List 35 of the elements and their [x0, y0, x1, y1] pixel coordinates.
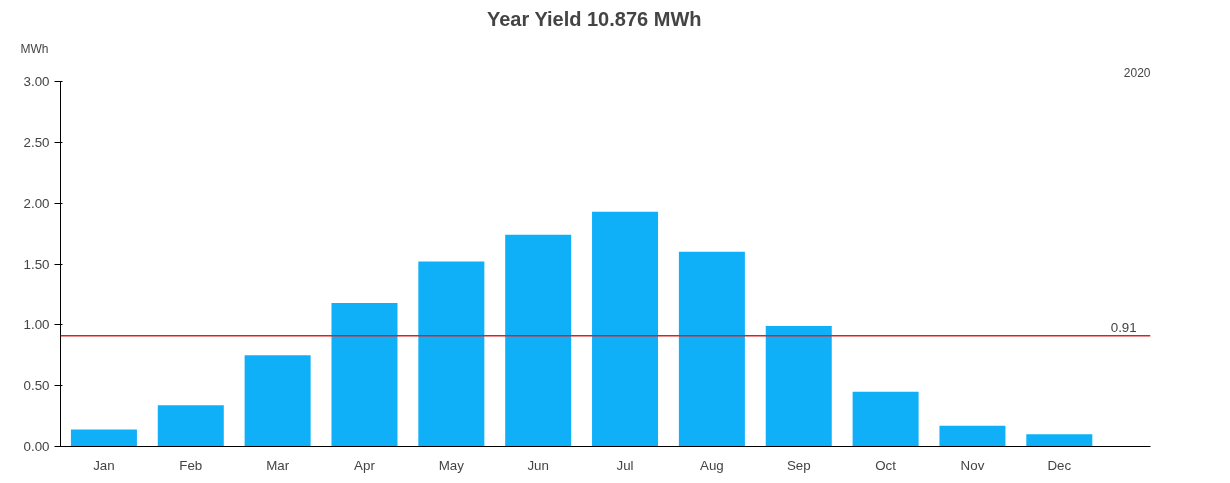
- y-tick-label: 2.50: [23, 134, 50, 150]
- bar: [1026, 434, 1093, 447]
- y-tick-label: 1.00: [23, 317, 50, 333]
- bar: [244, 355, 311, 447]
- y-axis-title: MWh: [20, 41, 49, 56]
- x-tick-label: Aug: [700, 457, 724, 473]
- x-tick-label: Mar: [266, 457, 290, 473]
- bar: [331, 302, 398, 447]
- x-tick-label: Jul: [616, 457, 634, 473]
- x-tick-label: Jan: [93, 457, 115, 473]
- bar: [852, 391, 919, 447]
- y-tick-label: 3.00: [23, 74, 50, 89]
- x-tick-label: Jun: [527, 457, 549, 473]
- bar: [418, 261, 485, 447]
- bar: [765, 326, 832, 447]
- bar: [157, 405, 224, 447]
- bar: [939, 425, 1006, 447]
- x-tick-label: Feb: [179, 457, 203, 473]
- y-tick-label: 1.50: [23, 256, 50, 272]
- x-tick-label: Nov: [960, 457, 985, 473]
- y-tick-label: 0.00: [23, 439, 50, 454]
- bar: [505, 234, 572, 447]
- x-tick-label: Apr: [354, 457, 376, 473]
- x-tick-label: Oct: [875, 457, 897, 473]
- chart-title: Year Yield 10.876 MWh: [486, 7, 702, 30]
- bar: [678, 251, 745, 447]
- y-tick-label: 2.00: [23, 195, 50, 211]
- text: 2020: [1123, 65, 1151, 80]
- bar: [70, 429, 137, 447]
- y-tick-label: 0.50: [23, 378, 50, 394]
- x-tick-label: Sep: [786, 457, 811, 473]
- x-tick-label: Dec: [1047, 457, 1072, 473]
- bar: [592, 211, 659, 447]
- x-tick-label: May: [438, 457, 465, 473]
- ref-line-label: 0.91: [1110, 319, 1137, 335]
